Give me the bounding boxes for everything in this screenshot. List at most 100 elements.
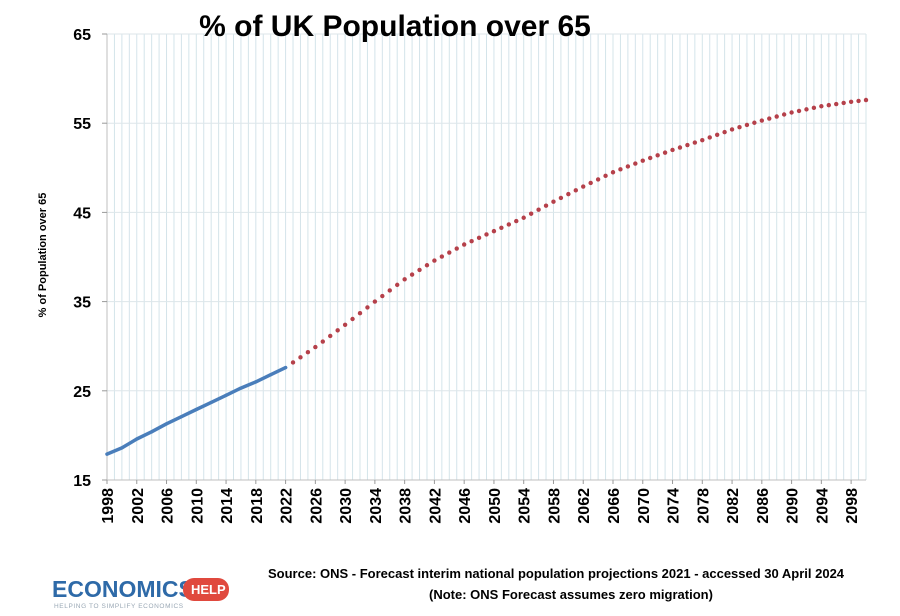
series-historical xyxy=(105,365,288,456)
historical-point xyxy=(194,407,198,412)
y-tick-label: 35 xyxy=(73,295,91,312)
forecast-point xyxy=(573,188,578,193)
forecast-point xyxy=(685,142,690,148)
forecast-point xyxy=(447,250,452,255)
forecast-point xyxy=(328,333,333,339)
historical-point xyxy=(239,386,243,390)
x-tick-label: 2026 xyxy=(308,488,325,524)
x-tick-label: 1998 xyxy=(100,488,117,524)
forecast-point xyxy=(439,254,445,259)
forecast-point xyxy=(528,211,534,216)
forecast-point xyxy=(514,218,519,224)
x-tick-label: 2082 xyxy=(725,488,742,524)
forecast-point xyxy=(789,110,794,115)
x-tick-label: 2086 xyxy=(755,488,772,524)
forecast-point xyxy=(581,184,586,189)
x-tick-label: 2018 xyxy=(249,488,266,524)
x-tick-label: 2066 xyxy=(606,488,623,524)
vertical-gridlines xyxy=(113,34,867,480)
forecast-point xyxy=(432,258,437,263)
forecast-point xyxy=(811,105,817,111)
forecast-point xyxy=(290,360,296,365)
forecast-point xyxy=(365,305,370,310)
forecast-point xyxy=(424,263,430,268)
forecast-point xyxy=(819,104,824,109)
y-tick-label: 55 xyxy=(73,116,91,133)
note-text: (Note: ONS Forecast assumes zero migrati… xyxy=(429,587,713,602)
forecast-point xyxy=(558,195,564,201)
forecast-point xyxy=(313,344,318,350)
logo-wordmark: ECONOMICS xyxy=(52,576,194,602)
historical-point xyxy=(164,422,169,426)
logo-tagline: HELPING TO SIMPLIFY ECONOMICS xyxy=(54,603,184,610)
series-forecast xyxy=(290,97,869,365)
forecast-point xyxy=(454,246,459,251)
x-tick-label: 2094 xyxy=(814,488,831,524)
forecast-point xyxy=(640,158,645,163)
forecast-point xyxy=(551,199,556,204)
forecast-point xyxy=(350,316,355,322)
forecast-point xyxy=(484,232,489,237)
chart-title: % of UK Population over 65 xyxy=(199,10,591,43)
forecast-point xyxy=(625,164,631,169)
x-tick-label: 2050 xyxy=(487,488,504,524)
x-tick-label: 2098 xyxy=(844,488,861,524)
forecast-point xyxy=(395,282,400,288)
x-tick-label: 2090 xyxy=(785,488,802,524)
forecast-point xyxy=(543,203,549,208)
forecast-point xyxy=(834,101,839,107)
x-tick-label: 2042 xyxy=(427,488,444,524)
forecast-point xyxy=(417,267,422,273)
forecast-point xyxy=(796,108,802,114)
series-layer xyxy=(105,97,869,456)
forecast-point xyxy=(521,215,526,220)
forecast-point xyxy=(298,355,303,360)
source-text: Source: ONS - Forecast interim national … xyxy=(268,566,845,581)
historical-point xyxy=(105,452,109,456)
y-axis-label: % of Population over 65 xyxy=(37,193,49,318)
forecast-point xyxy=(603,173,608,179)
forecast-point xyxy=(722,129,727,135)
forecast-point xyxy=(491,228,497,234)
forecast-point xyxy=(476,235,482,241)
forecast-point xyxy=(707,135,712,140)
forecast-point xyxy=(841,100,846,106)
historical-point xyxy=(224,393,228,397)
forecast-point xyxy=(648,155,653,161)
forecast-point xyxy=(692,140,698,145)
forecast-point xyxy=(506,222,512,227)
forecast-point xyxy=(588,180,593,186)
forecast-point xyxy=(402,277,407,282)
forecast-point xyxy=(320,339,325,344)
y-tick-label: 45 xyxy=(73,205,91,222)
y-tick-label: 15 xyxy=(73,473,91,490)
historical-point xyxy=(150,430,154,434)
forecast-point xyxy=(499,225,504,230)
x-tick-label: 2038 xyxy=(398,488,415,524)
historical-point xyxy=(283,366,288,370)
y-tick-label: 65 xyxy=(73,27,91,44)
forecast-point xyxy=(848,99,854,104)
forecast-point xyxy=(536,207,541,212)
historical-point xyxy=(179,415,184,419)
x-tick-label: 2014 xyxy=(219,488,236,524)
logo-badge xyxy=(183,578,229,601)
forecast-point xyxy=(595,177,601,182)
historical-point xyxy=(135,437,139,441)
forecast-point xyxy=(744,122,750,128)
y-tick-label: 25 xyxy=(73,384,91,401)
forecast-point xyxy=(461,242,467,247)
historical-point xyxy=(209,400,213,404)
forecast-point xyxy=(729,127,735,132)
forecast-point xyxy=(662,150,668,155)
x-tick-label: 2002 xyxy=(130,488,147,524)
forecast-point xyxy=(752,120,757,125)
x-tick-label: 2078 xyxy=(695,488,712,524)
x-tick-label: 2006 xyxy=(160,488,177,524)
logo-badge-text: HELP xyxy=(191,582,226,597)
forecast-point xyxy=(677,145,683,150)
forecast-point xyxy=(700,137,705,143)
forecast-point xyxy=(804,107,809,112)
x-tick-label: 2070 xyxy=(636,488,653,524)
